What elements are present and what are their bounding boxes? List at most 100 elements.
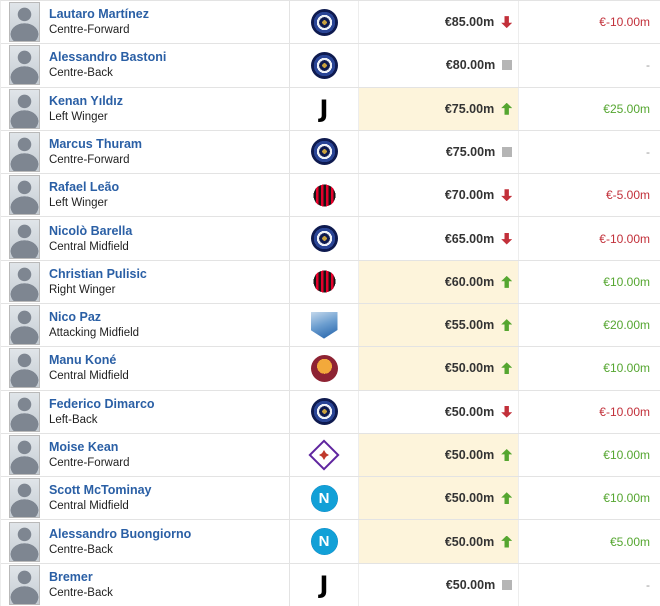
market-value-cell: €70.00m xyxy=(358,174,518,217)
market-value-cell: €65.00m xyxy=(358,217,518,260)
club-badge-inter[interactable] xyxy=(310,225,338,253)
player-position: Centre-Back xyxy=(48,586,113,599)
player-photo[interactable] xyxy=(9,478,40,519)
player-row: Moise Kean Centre-Forward €50.00m €10.00… xyxy=(1,433,660,478)
player-name-link[interactable]: Nico Paz xyxy=(48,310,102,325)
value-change-cell: €10.00m xyxy=(518,477,660,520)
trend-up-arrow-icon xyxy=(501,275,513,288)
club-cell xyxy=(288,217,359,260)
player-photo[interactable] xyxy=(9,261,40,302)
player-photo-cell xyxy=(1,304,47,346)
player-cell: Kenan Yıldız Left Winger xyxy=(47,88,289,130)
club-badge-inter[interactable] xyxy=(310,51,338,79)
no-change-square-icon xyxy=(502,579,513,590)
value-change: - xyxy=(646,144,650,159)
player-position: Central Midfield xyxy=(48,500,129,513)
player-name-link[interactable]: Marcus Thuram xyxy=(48,136,143,151)
player-name-link[interactable]: Bremer xyxy=(48,569,93,584)
trend-up-arrow-icon xyxy=(501,535,513,548)
player-position: Centre-Forward xyxy=(48,456,130,469)
club-badge-juventus[interactable] xyxy=(311,95,338,122)
club-cell xyxy=(288,44,359,87)
player-name-link[interactable]: Alessandro Buongiorno xyxy=(48,526,192,541)
value-change-cell: €10.00m xyxy=(518,347,660,390)
club-badge-roma[interactable] xyxy=(310,354,338,382)
club-badge-inter[interactable] xyxy=(310,8,338,36)
player-photo-cell xyxy=(1,88,47,130)
club-badge-juventus[interactable] xyxy=(311,571,338,598)
player-name-link[interactable]: Moise Kean xyxy=(48,439,119,454)
market-value: €85.00m xyxy=(444,15,495,30)
player-name-link[interactable]: Kenan Yıldız xyxy=(48,93,124,108)
club-badge-inter[interactable] xyxy=(310,398,338,426)
player-photo[interactable] xyxy=(9,45,40,86)
player-photo[interactable] xyxy=(9,131,40,172)
player-photo[interactable] xyxy=(9,88,40,129)
club-cell xyxy=(288,1,359,44)
player-name-link[interactable]: Alessandro Bastoni xyxy=(48,50,167,65)
value-change: €-5.00m xyxy=(605,188,650,203)
player-position: Right Winger xyxy=(48,283,116,296)
club-badge-como[interactable] xyxy=(310,311,338,339)
market-value: €50.00m xyxy=(444,534,495,549)
player-name-link[interactable]: Manu Koné xyxy=(48,353,117,368)
player-photo[interactable] xyxy=(9,218,40,259)
player-row: Alessandro Bastoni Centre-Back €80.00m - xyxy=(1,44,660,88)
player-photo[interactable] xyxy=(9,175,40,216)
player-photo[interactable] xyxy=(9,521,40,562)
trend-up-arrow-icon xyxy=(501,102,513,115)
player-photo[interactable] xyxy=(9,2,40,43)
player-row: Manu Koné Central Midfield €50.00m €10.0… xyxy=(1,347,660,391)
player-row: Federico Dimarco Left-Back €50.00m €-10.… xyxy=(1,390,660,434)
player-name-link[interactable]: Lautaro Martínez xyxy=(48,7,149,22)
value-change-cell: - xyxy=(518,130,660,174)
value-change: €10.00m xyxy=(603,447,650,462)
player-photo-cell xyxy=(1,477,47,519)
trend-down-arrow-icon xyxy=(501,189,513,202)
player-name-link[interactable]: Nicolò Barella xyxy=(48,223,133,238)
club-badge-napoli[interactable] xyxy=(310,528,338,556)
no-change-square-icon xyxy=(502,60,513,71)
player-position: Central Midfield xyxy=(48,370,129,383)
player-photo-cell xyxy=(1,434,47,476)
player-name-link[interactable]: Christian Pulisic xyxy=(48,266,147,281)
player-name-link[interactable]: Rafael Leão xyxy=(48,180,120,195)
player-position: Left Winger xyxy=(48,110,108,123)
player-position: Centre-Forward xyxy=(48,24,130,37)
player-photo-cell xyxy=(1,217,47,259)
trend-up-arrow-icon xyxy=(501,362,513,375)
club-badge-milan[interactable] xyxy=(310,268,338,296)
club-badge-napoli[interactable] xyxy=(310,484,338,512)
value-change-cell: €10.00m xyxy=(518,433,660,477)
value-change-cell: €5.00m xyxy=(518,520,660,563)
club-badge-inter[interactable] xyxy=(310,138,338,166)
player-photo[interactable] xyxy=(9,564,40,605)
player-name-link[interactable]: Scott McTominay xyxy=(48,483,152,498)
value-change: €-10.00m xyxy=(599,231,650,246)
player-cell: Moise Kean Centre-Forward xyxy=(47,434,289,476)
player-name-link[interactable]: Federico Dimarco xyxy=(48,396,155,411)
trend-up-arrow-icon xyxy=(501,492,513,505)
value-change-cell: €10.00m xyxy=(518,260,660,303)
player-position: Centre-Back xyxy=(48,543,113,556)
player-photo[interactable] xyxy=(9,391,40,432)
player-cell: Lautaro Martínez Centre-Forward xyxy=(47,1,289,43)
player-photo-cell xyxy=(1,261,47,303)
club-badge-milan[interactable] xyxy=(310,181,338,209)
value-change: €10.00m xyxy=(603,361,650,376)
player-photo[interactable] xyxy=(9,348,40,389)
club-badge-fiorentina[interactable] xyxy=(308,439,340,471)
market-value-cell: €50.00m xyxy=(358,433,519,477)
player-cell: Nicolò Barella Central Midfield xyxy=(47,217,289,259)
player-photo[interactable] xyxy=(9,434,40,475)
market-value-cell: €85.00m xyxy=(358,1,518,44)
value-change: €-10.00m xyxy=(599,15,650,30)
club-cell xyxy=(288,87,359,130)
player-cell: Bremer Centre-Back xyxy=(47,564,289,606)
player-cell: Manu Koné Central Midfield xyxy=(47,347,289,389)
market-value-cell: €55.00m xyxy=(358,303,519,347)
market-value: €50.00m xyxy=(444,404,495,419)
player-position: Centre-Forward xyxy=(48,153,130,166)
player-photo[interactable] xyxy=(9,305,40,346)
player-photo-cell xyxy=(1,131,47,173)
